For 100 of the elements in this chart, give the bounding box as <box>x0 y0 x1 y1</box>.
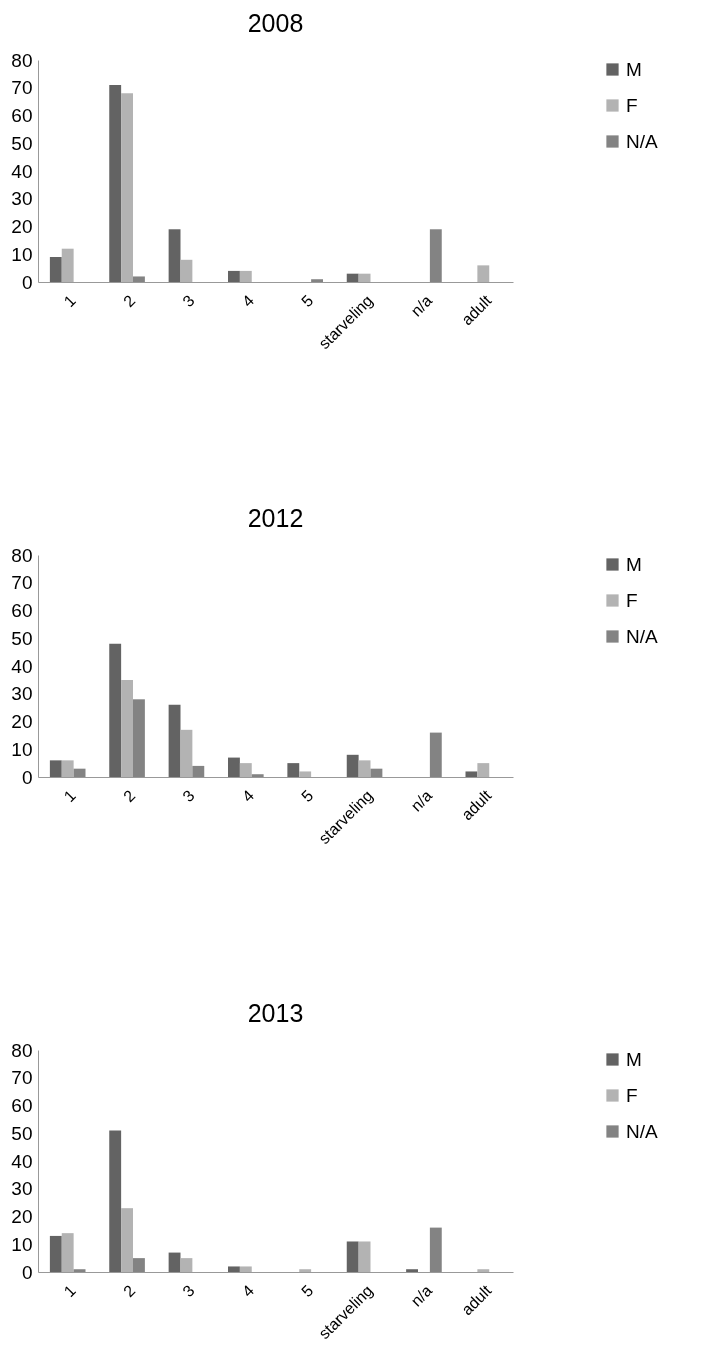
bar <box>477 763 490 777</box>
legend-label: F <box>626 94 638 116</box>
x-tick-label: 4 <box>238 786 258 806</box>
bar <box>477 1269 490 1272</box>
x-tick-label: 4 <box>238 291 258 311</box>
y-tick-label: 40 <box>11 1150 33 1172</box>
y-tick-label: 70 <box>11 572 33 594</box>
bar <box>121 93 133 282</box>
bar <box>121 1208 133 1272</box>
bar <box>239 270 252 282</box>
x-tick-label: 3 <box>179 291 198 311</box>
y-tick-label: 0 <box>21 766 33 788</box>
bar <box>358 760 371 777</box>
y-tick-label: 0 <box>21 1261 33 1283</box>
bar <box>406 1269 418 1272</box>
bar <box>61 760 74 777</box>
x-tick-label: 2 <box>120 291 139 311</box>
bar <box>228 757 240 777</box>
chart-title: 2008 <box>247 9 304 37</box>
bar <box>429 732 442 777</box>
bar <box>73 768 86 777</box>
bar <box>168 1252 181 1272</box>
bar <box>346 273 359 282</box>
x-tick-label: 3 <box>179 786 198 806</box>
bar <box>61 1233 74 1272</box>
y-tick-label: 50 <box>11 1122 33 1144</box>
y-tick-label: 70 <box>11 77 33 99</box>
bar <box>61 248 74 282</box>
bar <box>180 1258 193 1272</box>
y-tick-label: 60 <box>11 105 33 126</box>
bar <box>180 259 193 282</box>
bar <box>121 679 133 777</box>
legend-label: M <box>626 1048 642 1070</box>
x-tick-label: n/a <box>407 291 436 320</box>
bar <box>133 699 145 777</box>
y-tick-label: 70 <box>11 1067 33 1089</box>
bar <box>109 84 122 282</box>
legend-label: N/A <box>626 625 658 647</box>
bar <box>287 763 300 777</box>
bar <box>429 229 442 282</box>
legend-label: N/A <box>626 130 658 152</box>
legend-label: M <box>626 58 642 80</box>
chart-title: 2012 <box>247 504 304 532</box>
bar <box>49 1235 62 1272</box>
x-tick-label: 2 <box>120 1281 139 1301</box>
y-tick-label: 40 <box>11 655 33 677</box>
bar <box>49 760 62 777</box>
x-tick-label: 1 <box>60 786 80 806</box>
bar <box>358 1241 371 1272</box>
bar <box>299 771 312 777</box>
bar <box>239 763 252 777</box>
x-tick-label: 2 <box>120 786 139 806</box>
bar <box>73 1269 86 1272</box>
legend-label: F <box>626 1084 638 1106</box>
bar <box>346 1241 359 1272</box>
x-tick-label: 5 <box>298 786 317 806</box>
bar <box>49 257 62 282</box>
bar <box>133 1258 145 1272</box>
y-tick-label: 10 <box>11 738 33 760</box>
bar <box>477 265 490 282</box>
y-tick-label: 0 <box>21 271 33 293</box>
y-tick-label: 60 <box>11 1095 33 1116</box>
bar <box>358 273 371 282</box>
x-tick-label: 5 <box>298 1281 317 1301</box>
y-tick-label: 80 <box>11 49 33 71</box>
legend-label: N/A <box>626 1120 658 1142</box>
bar <box>228 1266 240 1272</box>
x-tick-label: 4 <box>238 1281 258 1301</box>
y-tick-label: 50 <box>11 627 33 649</box>
bar <box>465 771 478 777</box>
y-tick-label: 30 <box>11 188 33 210</box>
x-tick-label: 1 <box>60 1281 80 1301</box>
y-tick-label: 80 <box>11 544 33 566</box>
bar <box>192 765 205 777</box>
y-tick-label: 20 <box>11 1206 33 1227</box>
x-tick-label: 5 <box>298 291 317 311</box>
bar <box>239 1266 252 1272</box>
x-tick-label: n/a <box>407 1281 436 1310</box>
y-tick-label: 20 <box>11 216 33 237</box>
y-tick-label: 80 <box>11 1039 33 1061</box>
x-tick-label: 3 <box>179 1281 198 1301</box>
x-tick-label: 1 <box>60 291 80 311</box>
bar <box>299 1269 312 1272</box>
y-tick-label: 60 <box>11 600 33 621</box>
chart-title: 2013 <box>247 999 304 1027</box>
legend-label: F <box>626 589 638 611</box>
y-tick-label: 40 <box>11 160 33 182</box>
bar <box>346 754 359 777</box>
bar <box>109 1130 122 1272</box>
y-tick-label: 50 <box>11 132 33 154</box>
bar <box>133 276 145 282</box>
bar <box>168 229 181 282</box>
bar <box>228 270 240 282</box>
bar <box>429 1227 442 1272</box>
bar <box>180 729 193 777</box>
y-tick-label: 10 <box>11 243 33 265</box>
bar <box>168 704 181 777</box>
bar <box>109 643 122 777</box>
x-tick-label: n/a <box>407 786 436 815</box>
legend-label: M <box>626 553 642 575</box>
